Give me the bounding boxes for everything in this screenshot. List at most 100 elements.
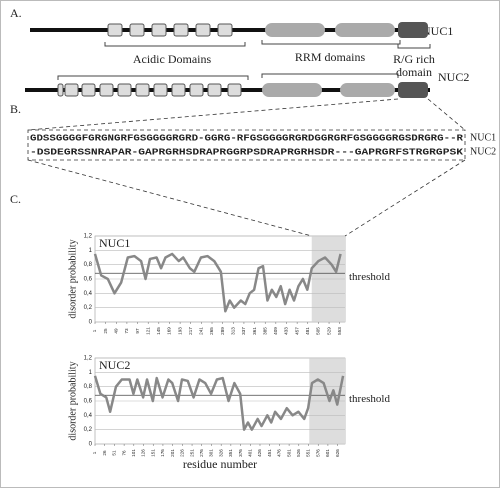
chart-title: NUC2 (99, 358, 130, 372)
bracket (261, 40, 401, 45)
x-tick-label: 505 (316, 327, 321, 335)
connector (427, 98, 466, 131)
x-tick-label: 553 (337, 327, 342, 335)
y-tick-label: 0,6 (84, 277, 93, 283)
bracket (57, 75, 249, 80)
x-tick-label: 126 (141, 449, 146, 457)
x-tick-label: 226 (180, 449, 185, 457)
x-tick-label: 97 (135, 328, 140, 334)
chart-title: NUC1 (99, 236, 130, 250)
x-tick-label: 193 (177, 327, 182, 335)
acidic-domain (189, 83, 204, 97)
sequence: GDSSGGGGFGRGNGRFGSGGGGRGRD-GGRG-RFGSGGGG… (30, 132, 464, 143)
x-tick-label: 433 (284, 327, 289, 335)
x-tick-label: 385 (262, 327, 267, 335)
x-tick-label: 529 (326, 327, 331, 335)
disorder-line (93, 375, 345, 431)
x-tick-label: 626 (335, 449, 340, 457)
acidic-domain (151, 23, 167, 37)
x-tick-label: 76 (121, 450, 126, 456)
panel-letter: C. (10, 192, 21, 206)
rrm-domain (340, 83, 395, 97)
acidic-domain (173, 23, 189, 37)
y-tick-label: 1 (89, 248, 93, 254)
acidic-domain (64, 83, 79, 97)
x-tick-label: 601 (325, 449, 330, 457)
acidic-domain (171, 83, 186, 97)
x-tick-label: 457 (294, 327, 299, 335)
rrm-domain (262, 83, 322, 97)
x-tick-label: 401 (247, 449, 252, 457)
y-tick-label: 0,8 (84, 262, 93, 268)
x-tick-label: 49 (113, 328, 118, 334)
x-tick-label: 426 (257, 449, 262, 457)
acidic-domain (57, 83, 64, 97)
x-tick-label: 151 (150, 449, 155, 457)
x-tick-label: 376 (238, 449, 243, 457)
y-tick-label: 0,4 (84, 291, 93, 297)
x-tick-label: 201 (170, 449, 175, 457)
x-tick-label: 241 (199, 327, 204, 335)
connector (27, 98, 399, 131)
x-tick-label: 313 (231, 327, 236, 335)
protein-label: NUC2 (438, 70, 469, 84)
rrm-domain (335, 23, 395, 37)
x-tick-label: 169 (167, 327, 172, 335)
x-tick-label: 337 (241, 327, 246, 335)
acidic-domain (99, 83, 114, 97)
x-tick-label: 1 (92, 451, 97, 454)
threshold-label: threshold (349, 393, 390, 405)
sequence-box (27, 129, 466, 161)
bracket (104, 42, 246, 47)
acidic-domain (217, 23, 233, 37)
panel-letter: B. (10, 102, 21, 116)
bracket (261, 73, 399, 78)
x-tick-label: 73 (124, 328, 129, 334)
x-tick-label: 176 (160, 449, 165, 457)
bracket (397, 44, 431, 49)
domain-label: Acidic Domains (133, 52, 212, 66)
panel-letter: A. (10, 6, 22, 20)
disorder-line (93, 252, 342, 313)
x-tick-label: 301 (209, 449, 214, 457)
x-tick-label: 1 (92, 329, 97, 332)
domain-label: RRM domains (295, 50, 366, 64)
x-tick-label: 351 (228, 449, 233, 457)
x-axis-title: residue number (183, 457, 257, 471)
acidic-domain (153, 83, 168, 97)
x-tick-label: 476 (277, 449, 282, 457)
y-tick-label: 1 (89, 370, 93, 376)
y-tick-label: 0,6 (84, 399, 93, 405)
x-tick-label: 409 (273, 327, 278, 335)
x-tick-label: 481 (305, 327, 310, 335)
sequence-name: NUC2 (470, 146, 496, 157)
x-tick-label: 551 (306, 449, 311, 457)
rg-domain (398, 82, 428, 98)
x-tick-label: 101 (131, 449, 136, 457)
y-tick-label: 1,2 (84, 234, 93, 240)
x-tick-label: 289 (220, 327, 225, 335)
y-tick-label: 1,2 (84, 356, 93, 362)
acidic-domain (135, 83, 150, 97)
x-tick-label: 451 (267, 449, 272, 457)
y-tick-label: 0 (89, 320, 93, 326)
y-tick-label: 0,8 (84, 384, 93, 390)
x-tick-label: 51 (112, 450, 117, 456)
y-tick-label: 0,2 (84, 305, 93, 311)
acidic-domain (117, 83, 132, 97)
y-axis-title: disorder probability (67, 361, 78, 440)
domain-label: domain (396, 65, 432, 79)
x-tick-label: 121 (145, 327, 150, 335)
x-tick-label: 276 (199, 449, 204, 457)
acidic-domain (81, 83, 96, 97)
y-tick-label: 0 (89, 442, 93, 448)
x-tick-label: 576 (315, 449, 320, 457)
acidic-domain (107, 23, 123, 37)
acidic-domain (207, 83, 222, 97)
x-tick-label: 26 (102, 450, 107, 456)
x-tick-label: 251 (189, 449, 194, 457)
x-tick-label: 145 (156, 327, 161, 335)
x-tick-label: 361 (252, 327, 257, 335)
acidic-domain (129, 23, 145, 37)
